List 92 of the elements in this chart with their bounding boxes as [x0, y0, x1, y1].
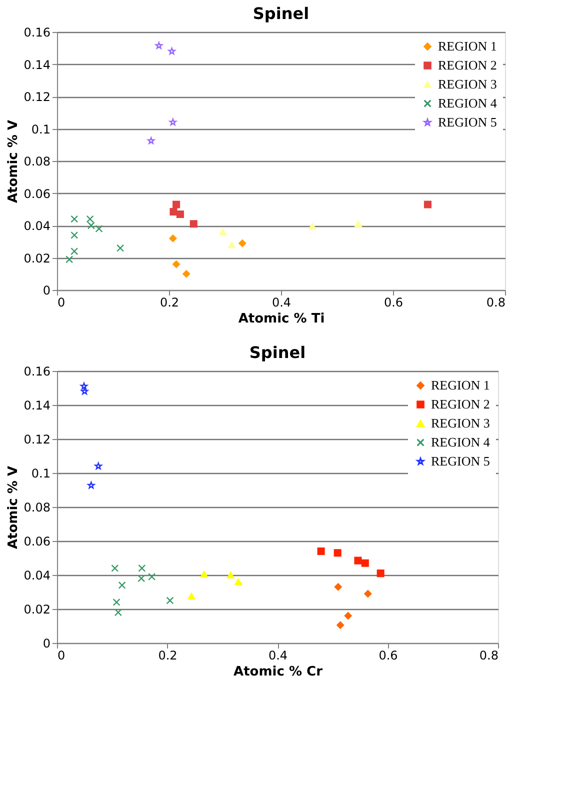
point [147, 137, 155, 144]
point [94, 462, 102, 470]
point [190, 220, 198, 228]
point [376, 570, 384, 578]
x-tick-label: 0.2 [158, 648, 178, 662]
legend-label: REGION 3 [438, 76, 497, 92]
point [182, 270, 190, 278]
chart-title: Spinel [252, 4, 310, 23]
legend-label: REGION 1 [431, 378, 490, 392]
point [176, 210, 184, 218]
x-tick-label: 0.2 [160, 296, 180, 310]
point [138, 564, 146, 572]
point [138, 574, 146, 582]
y-axis-title: Atomic % V [6, 120, 21, 204]
y-tick-label: 0 [42, 284, 50, 298]
x-tick-label: 0.8 [479, 648, 498, 662]
point [169, 234, 177, 242]
legend-label: REGION 2 [438, 58, 497, 72]
point [114, 608, 122, 616]
point [238, 239, 246, 247]
y-tick-label: 0.06 [24, 186, 50, 201]
x-tick-label: 0.8 [486, 296, 506, 310]
y-tick-label: 0.1 [31, 122, 50, 136]
y-tick-label: 0.14 [24, 58, 50, 72]
legend-label: REGION 2 [431, 396, 490, 412]
point [334, 549, 342, 557]
x-tick-label: 0.4 [272, 296, 292, 310]
legend-label: REGION 1 [438, 38, 497, 54]
point [334, 583, 342, 591]
y-tick-label: 0.14 [24, 398, 50, 412]
y-tick-label: 0.04 [24, 219, 50, 233]
point [354, 220, 362, 228]
y-axis-title: Atomic % V [6, 466, 21, 550]
point [219, 228, 227, 236]
point [155, 42, 163, 49]
y-tick-label: 0.12 [24, 90, 50, 104]
x-tick-label: 0 [58, 648, 66, 662]
point [111, 564, 119, 572]
y-tick-label: 0.02 [24, 602, 50, 616]
point [234, 578, 242, 586]
point [354, 556, 362, 564]
point [66, 256, 74, 264]
y-tick-label: 0.16 [24, 364, 50, 378]
point [317, 547, 325, 555]
y-tick-label: 0.04 [24, 568, 50, 582]
legend-label: REGION 4 [431, 434, 490, 450]
y-tick-label: 0.16 [24, 26, 50, 40]
y-tick-label: 0.08 [24, 154, 50, 168]
x-axis-title: Atomic % Ti [238, 312, 325, 326]
y-tick-label: 0.02 [24, 251, 50, 266]
point [87, 222, 95, 230]
point [188, 592, 196, 600]
legend-label: REGION 5 [431, 454, 490, 468]
point [70, 248, 78, 256]
point [70, 231, 78, 239]
point [308, 222, 316, 230]
y-tick-label: 0.08 [24, 500, 50, 514]
y-tick-label: 0.1 [31, 466, 50, 480]
point [336, 621, 344, 629]
point [166, 596, 174, 604]
legend-label: REGION 5 [438, 114, 497, 130]
x-tick-label: 0.6 [384, 296, 404, 310]
point [228, 242, 236, 248]
point [344, 612, 352, 620]
point [200, 570, 208, 578]
x-tick-label: 0 [58, 296, 66, 310]
x-axis-title: Atomic % Cr [234, 664, 324, 680]
chart-title: Spinel [249, 343, 306, 362]
point [361, 559, 369, 567]
x-tick-label: 0.6 [378, 648, 398, 662]
point [148, 572, 156, 580]
y-tick-label: 0 [42, 636, 50, 650]
point [226, 572, 234, 578]
point [424, 200, 432, 208]
point [112, 598, 120, 606]
legend-label: REGION 3 [431, 416, 490, 430]
point [70, 215, 78, 223]
point [95, 224, 103, 232]
y-tick-label: 0.06 [24, 534, 50, 548]
legend-label: REGION 4 [438, 96, 498, 110]
point [118, 581, 126, 589]
point [168, 48, 176, 55]
x-tick-label: 0.4 [268, 648, 288, 662]
point [88, 482, 95, 489]
y-tick-label: 0.12 [24, 432, 50, 446]
point [86, 215, 94, 223]
point [170, 208, 178, 216]
point [172, 200, 180, 208]
point [116, 244, 124, 252]
point [364, 590, 372, 598]
point [172, 260, 180, 268]
point [80, 388, 88, 395]
